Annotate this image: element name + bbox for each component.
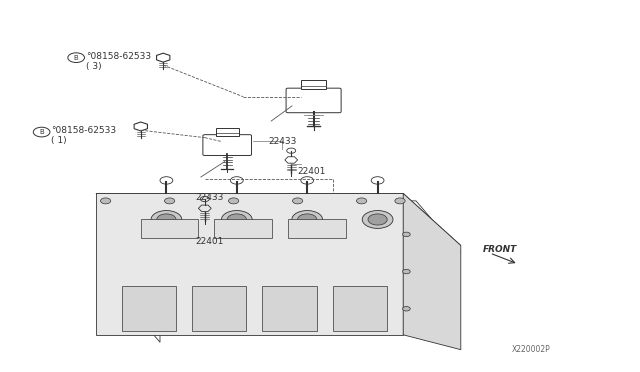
Circle shape <box>395 198 405 204</box>
Circle shape <box>403 307 410 311</box>
Text: X220002P: X220002P <box>512 345 550 354</box>
Bar <box>216 128 239 136</box>
Circle shape <box>362 211 393 228</box>
Text: B: B <box>39 129 44 135</box>
Polygon shape <box>403 193 461 350</box>
Text: 22401: 22401 <box>195 237 223 246</box>
FancyBboxPatch shape <box>203 135 252 155</box>
Text: °08158-62533
( 1): °08158-62533 ( 1) <box>51 126 116 145</box>
Circle shape <box>368 214 387 225</box>
Circle shape <box>227 214 246 225</box>
Circle shape <box>292 198 303 204</box>
FancyBboxPatch shape <box>286 88 341 113</box>
Circle shape <box>228 198 239 204</box>
Text: 22401: 22401 <box>298 167 326 176</box>
Polygon shape <box>96 193 461 246</box>
Circle shape <box>403 232 410 237</box>
Circle shape <box>356 198 367 204</box>
Text: B: B <box>74 55 79 61</box>
Text: °08158-62533
( 3): °08158-62533 ( 3) <box>86 52 152 71</box>
Text: FRONT: FRONT <box>483 245 518 254</box>
Circle shape <box>298 214 317 225</box>
Bar <box>288 219 346 238</box>
Text: 22433: 22433 <box>195 193 223 202</box>
Circle shape <box>403 269 410 274</box>
Bar <box>301 80 326 89</box>
Circle shape <box>292 211 323 228</box>
Bar <box>333 286 387 331</box>
Circle shape <box>164 198 175 204</box>
Bar <box>262 286 317 331</box>
Polygon shape <box>96 193 403 335</box>
Bar <box>214 219 272 238</box>
Bar <box>122 286 176 331</box>
Bar <box>141 219 198 238</box>
Bar <box>192 286 246 331</box>
Circle shape <box>100 198 111 204</box>
Circle shape <box>151 211 182 228</box>
Text: 22433: 22433 <box>269 137 297 146</box>
Circle shape <box>157 214 176 225</box>
Circle shape <box>221 211 252 228</box>
